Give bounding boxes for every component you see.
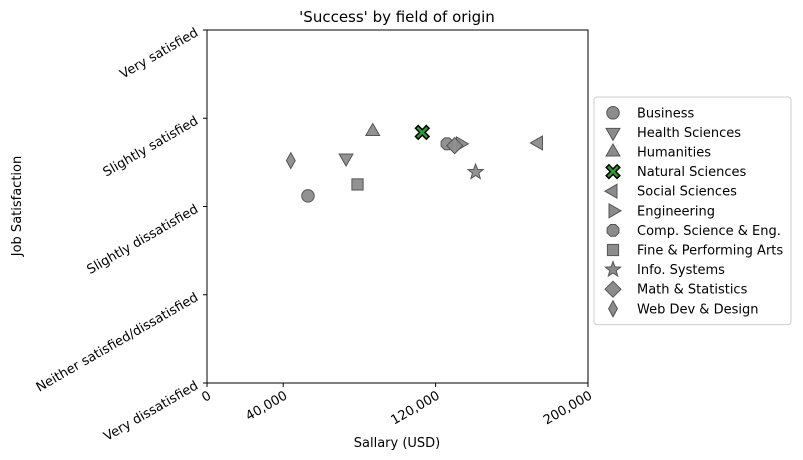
legend-label: Fine & Performing Arts: [637, 244, 783, 259]
legend-marker: [606, 223, 620, 237]
legend-label: Engineering: [637, 204, 715, 219]
y-tick-label: Very satisfied: [118, 25, 201, 82]
plot-frame: [206, 29, 589, 384]
legend-label: Info. Systems: [637, 263, 725, 278]
legend-label: Health Sciences: [637, 126, 741, 141]
legend-label: Social Sciences: [637, 185, 737, 200]
data-point: [529, 135, 543, 151]
legend-marker: [605, 163, 621, 180]
legend: Business Health Sciences Humanities Natural…: [593, 96, 792, 326]
legend-label: Business: [637, 106, 695, 121]
legend-marker: [608, 299, 618, 318]
x-tick-label: 0: [199, 388, 214, 405]
data-point: [285, 151, 296, 170]
legend-label: Web Dev & Design: [637, 302, 758, 317]
legend-marker: [604, 183, 618, 199]
data-point: [338, 153, 354, 167]
y-tick-label: Slightly dissatisfied: [85, 202, 201, 278]
data-point: [466, 162, 485, 180]
data-point: [351, 178, 364, 191]
legend-marker: [604, 260, 622, 278]
y-axis-label: Job Satisfaction: [10, 156, 25, 257]
y-tick-label: Slightly satisfied: [101, 114, 201, 181]
legend-label: Humanities: [637, 146, 711, 161]
legend-label: Comp. Science & Eng.: [637, 224, 781, 239]
data-point: [445, 136, 464, 155]
legend-marker: [606, 106, 620, 120]
x-tick-label: 120,000: [389, 388, 443, 428]
legend-marker: [604, 280, 622, 298]
y-tick-label: Very dissatisfied: [101, 378, 201, 444]
x-tick-label: 40,000: [243, 388, 290, 424]
x-axis: 0 40,000 120,000 200,000: [199, 383, 595, 428]
legend-label: Natural Sciences: [637, 165, 746, 180]
data-point: [364, 122, 381, 136]
x-tick-label: 200,000: [541, 388, 595, 428]
y-tick-label: Neither satisfied/dissatisfied: [34, 290, 201, 395]
legend-label: Math & Statistics: [637, 283, 748, 298]
legend-marker: [606, 243, 620, 257]
data-point: [414, 124, 431, 141]
chart-title: 'Success' by field of origin: [299, 8, 495, 26]
legend-frame: [593, 96, 792, 326]
data-point: [301, 189, 315, 203]
legend-marker: [608, 203, 622, 219]
legend-marker: [605, 127, 621, 142]
data-points: [285, 122, 543, 203]
plot-area: [206, 29, 589, 384]
legend-marker: [605, 143, 621, 157]
x-axis-label: Sallary (USD): [354, 436, 441, 451]
